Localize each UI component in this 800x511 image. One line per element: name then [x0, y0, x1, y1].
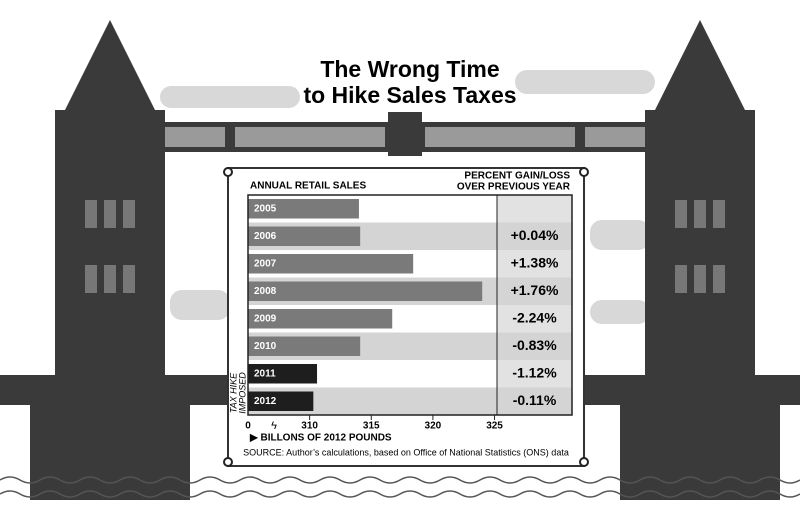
bar	[248, 336, 361, 356]
bar	[248, 199, 359, 219]
pct-change-label: -0.83%	[512, 337, 557, 353]
annotation: TAX HIKE	[228, 372, 238, 413]
annotation: IMPOSED	[237, 372, 247, 414]
right-header: OVER PREVIOUS YEAR	[457, 182, 571, 193]
plot-frame	[247, 194, 573, 416]
x-axis-label: ▶ BILLONS OF 2012 POUNDS	[249, 433, 392, 444]
x-origin-label: 0	[245, 421, 251, 432]
left-header: ANNUAL RETAIL SALES	[250, 181, 366, 192]
category-label: 2007	[254, 258, 277, 269]
source: SOURCE: Author’s calculations, based on …	[243, 447, 569, 457]
bar	[248, 281, 483, 301]
pct-change-label: +0.04%	[511, 227, 559, 243]
bar	[248, 226, 361, 246]
pct-change-label: -1.12%	[512, 364, 557, 380]
category-label: 2005	[254, 203, 277, 214]
category-label: 2008	[254, 286, 277, 297]
category-label: 2006	[254, 231, 277, 242]
right-header: PERCENT GAIN/LOSS	[464, 171, 570, 182]
category-label: 2010	[254, 341, 277, 352]
bar	[248, 391, 314, 411]
bar	[248, 254, 414, 274]
title-line: The Wrong Time	[320, 56, 499, 82]
category-label: 2011	[254, 368, 276, 379]
category-label: 2012	[254, 396, 277, 407]
x-tick-label: 320	[425, 421, 442, 432]
category-label: 2009	[254, 313, 277, 324]
pct-change-label: +1.38%	[511, 254, 559, 270]
bridge-illustration	[0, 20, 800, 500]
x-tick-label: 310	[301, 421, 318, 432]
x-tick-label: 325	[486, 421, 503, 432]
clouds	[160, 70, 655, 324]
pct-change-label: -2.24%	[512, 309, 557, 325]
bar	[248, 364, 318, 384]
bar	[248, 309, 393, 329]
pct-change-label: -0.11%	[513, 392, 557, 408]
title-line: to Hike Sales Taxes	[303, 82, 516, 108]
pct-change-label: +1.76%	[511, 282, 559, 298]
x-tick-label: 315	[363, 421, 380, 432]
axis-break: ϟ	[271, 420, 277, 432]
